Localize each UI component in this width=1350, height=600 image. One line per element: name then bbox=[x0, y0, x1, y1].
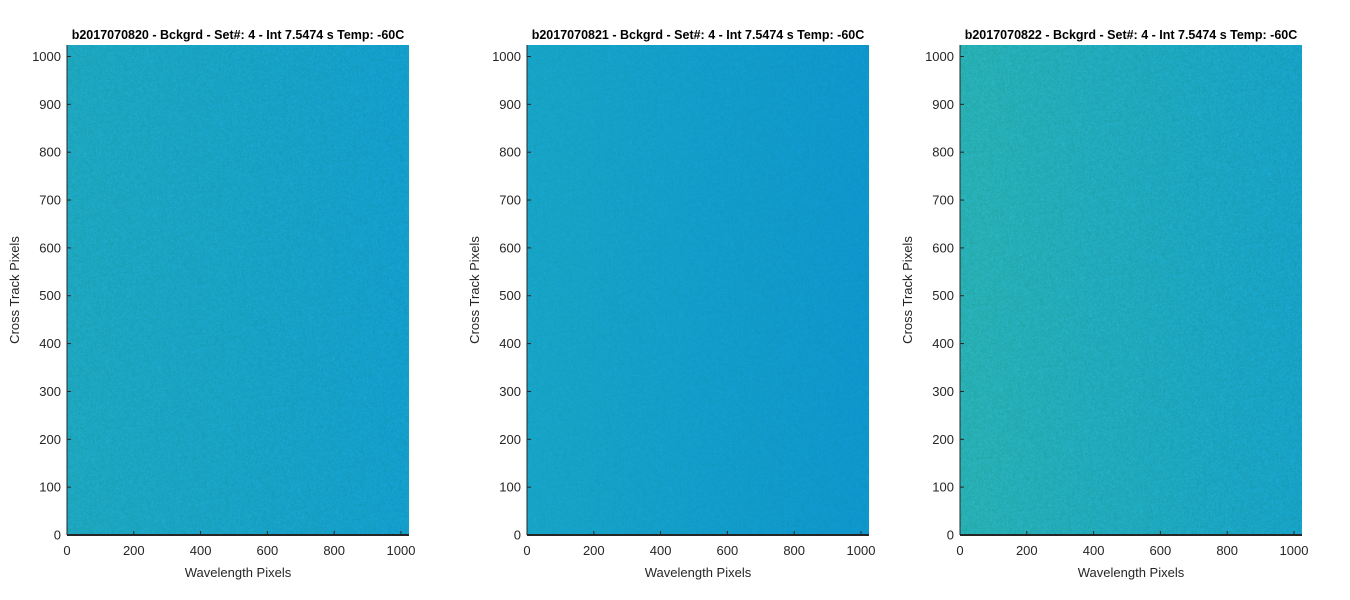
heatmap-image bbox=[960, 45, 1302, 535]
x-tick-label: 800 bbox=[783, 543, 805, 558]
chart-svg-1: 0 200 400 600 800 1000 0 100 200 300 400 500 600 700 8… bbox=[7, 28, 416, 580]
chart-title: b2017070822 - Bckgrd - Set#: 4 - Int 7.5… bbox=[965, 28, 1298, 42]
x-tick-label: 0 bbox=[523, 543, 530, 558]
x-tick-label: 400 bbox=[650, 543, 672, 558]
x-tick-label: 1000 bbox=[387, 543, 416, 558]
y-tick-label: 500 bbox=[499, 288, 521, 303]
y-tick-label: 500 bbox=[39, 288, 61, 303]
y-tick-label: 800 bbox=[39, 145, 61, 160]
y-tick-label: 600 bbox=[499, 240, 521, 255]
y-tick-label: 200 bbox=[932, 432, 954, 447]
y-tick-label: 900 bbox=[932, 97, 954, 112]
y-axis-label: Cross Track Pixels bbox=[467, 236, 482, 344]
x-tick-label: 600 bbox=[257, 543, 279, 558]
y-tick-label: 0 bbox=[947, 528, 954, 543]
y-tick-label: 400 bbox=[39, 336, 61, 351]
y-tick-label: 700 bbox=[499, 193, 521, 208]
x-axis-label: Wavelength Pixels bbox=[185, 565, 292, 580]
x-tick-label: 200 bbox=[1016, 543, 1038, 558]
y-tick-label: 900 bbox=[499, 97, 521, 112]
heatmap-image bbox=[527, 45, 869, 535]
x-tick-label: 600 bbox=[1150, 543, 1172, 558]
y-tick-label: 800 bbox=[932, 145, 954, 160]
y-tick-label: 300 bbox=[932, 384, 954, 399]
x-tick-label: 800 bbox=[323, 543, 345, 558]
x-tick-label: 600 bbox=[717, 543, 739, 558]
y-tick-label: 700 bbox=[39, 193, 61, 208]
y-tick-label: 0 bbox=[514, 528, 521, 543]
heatmap-image bbox=[67, 45, 409, 535]
x-tick-label: 200 bbox=[583, 543, 605, 558]
y-tick-label: 800 bbox=[499, 145, 521, 160]
y-tick-label: 600 bbox=[39, 240, 61, 255]
y-tick-label: 0 bbox=[54, 528, 61, 543]
y-tick-label: 200 bbox=[39, 432, 61, 447]
chart-panel-3: 0 200 400 600 800 1000 0 100 200 300 400 500 600 700 8… bbox=[893, 0, 1343, 600]
chart-svg-2: 0 200 400 600 800 1000 0 100 200 300 400 500 600 700 8… bbox=[467, 28, 876, 580]
chart-title: b2017070821 - Bckgrd - Set#: 4 - Int 7.5… bbox=[532, 28, 865, 42]
x-axis-label: Wavelength Pixels bbox=[645, 565, 752, 580]
x-tick-label: 1000 bbox=[847, 543, 876, 558]
chart-panel-1: 0 200 400 600 800 1000 0 100 200 300 400 500 600 700 8… bbox=[0, 0, 450, 600]
y-tick-label: 400 bbox=[932, 336, 954, 351]
y-tick-label: 300 bbox=[499, 384, 521, 399]
x-tick-label: 400 bbox=[190, 543, 212, 558]
y-tick-label: 500 bbox=[932, 288, 954, 303]
y-tick-label: 1000 bbox=[925, 49, 954, 64]
y-tick-label: 100 bbox=[932, 480, 954, 495]
y-tick-label: 900 bbox=[39, 97, 61, 112]
x-axis-label: Wavelength Pixels bbox=[1078, 565, 1185, 580]
y-tick-label: 300 bbox=[39, 384, 61, 399]
y-tick-label: 1000 bbox=[32, 49, 61, 64]
y-tick-label: 100 bbox=[499, 480, 521, 495]
x-tick-label: 400 bbox=[1083, 543, 1105, 558]
y-axis-label: Cross Track Pixels bbox=[900, 236, 915, 344]
x-tick-label: 0 bbox=[63, 543, 70, 558]
x-tick-label: 800 bbox=[1216, 543, 1238, 558]
y-tick-label: 100 bbox=[39, 480, 61, 495]
y-tick-label: 700 bbox=[932, 193, 954, 208]
y-tick-label: 200 bbox=[499, 432, 521, 447]
y-tick-label: 400 bbox=[499, 336, 521, 351]
x-tick-label: 200 bbox=[123, 543, 145, 558]
y-axis-label: Cross Track Pixels bbox=[7, 236, 22, 344]
y-tick-label: 1000 bbox=[492, 49, 521, 64]
chart-panel-2: 0 200 400 600 800 1000 0 100 200 300 400 500 600 700 8… bbox=[460, 0, 910, 600]
chart-svg-3: 0 200 400 600 800 1000 0 100 200 300 400 500 600 700 8… bbox=[900, 28, 1309, 580]
x-tick-label: 0 bbox=[956, 543, 963, 558]
y-tick-label: 600 bbox=[932, 240, 954, 255]
x-tick-label: 1000 bbox=[1280, 543, 1309, 558]
chart-title: b2017070820 - Bckgrd - Set#: 4 - Int 7.5… bbox=[72, 28, 405, 42]
